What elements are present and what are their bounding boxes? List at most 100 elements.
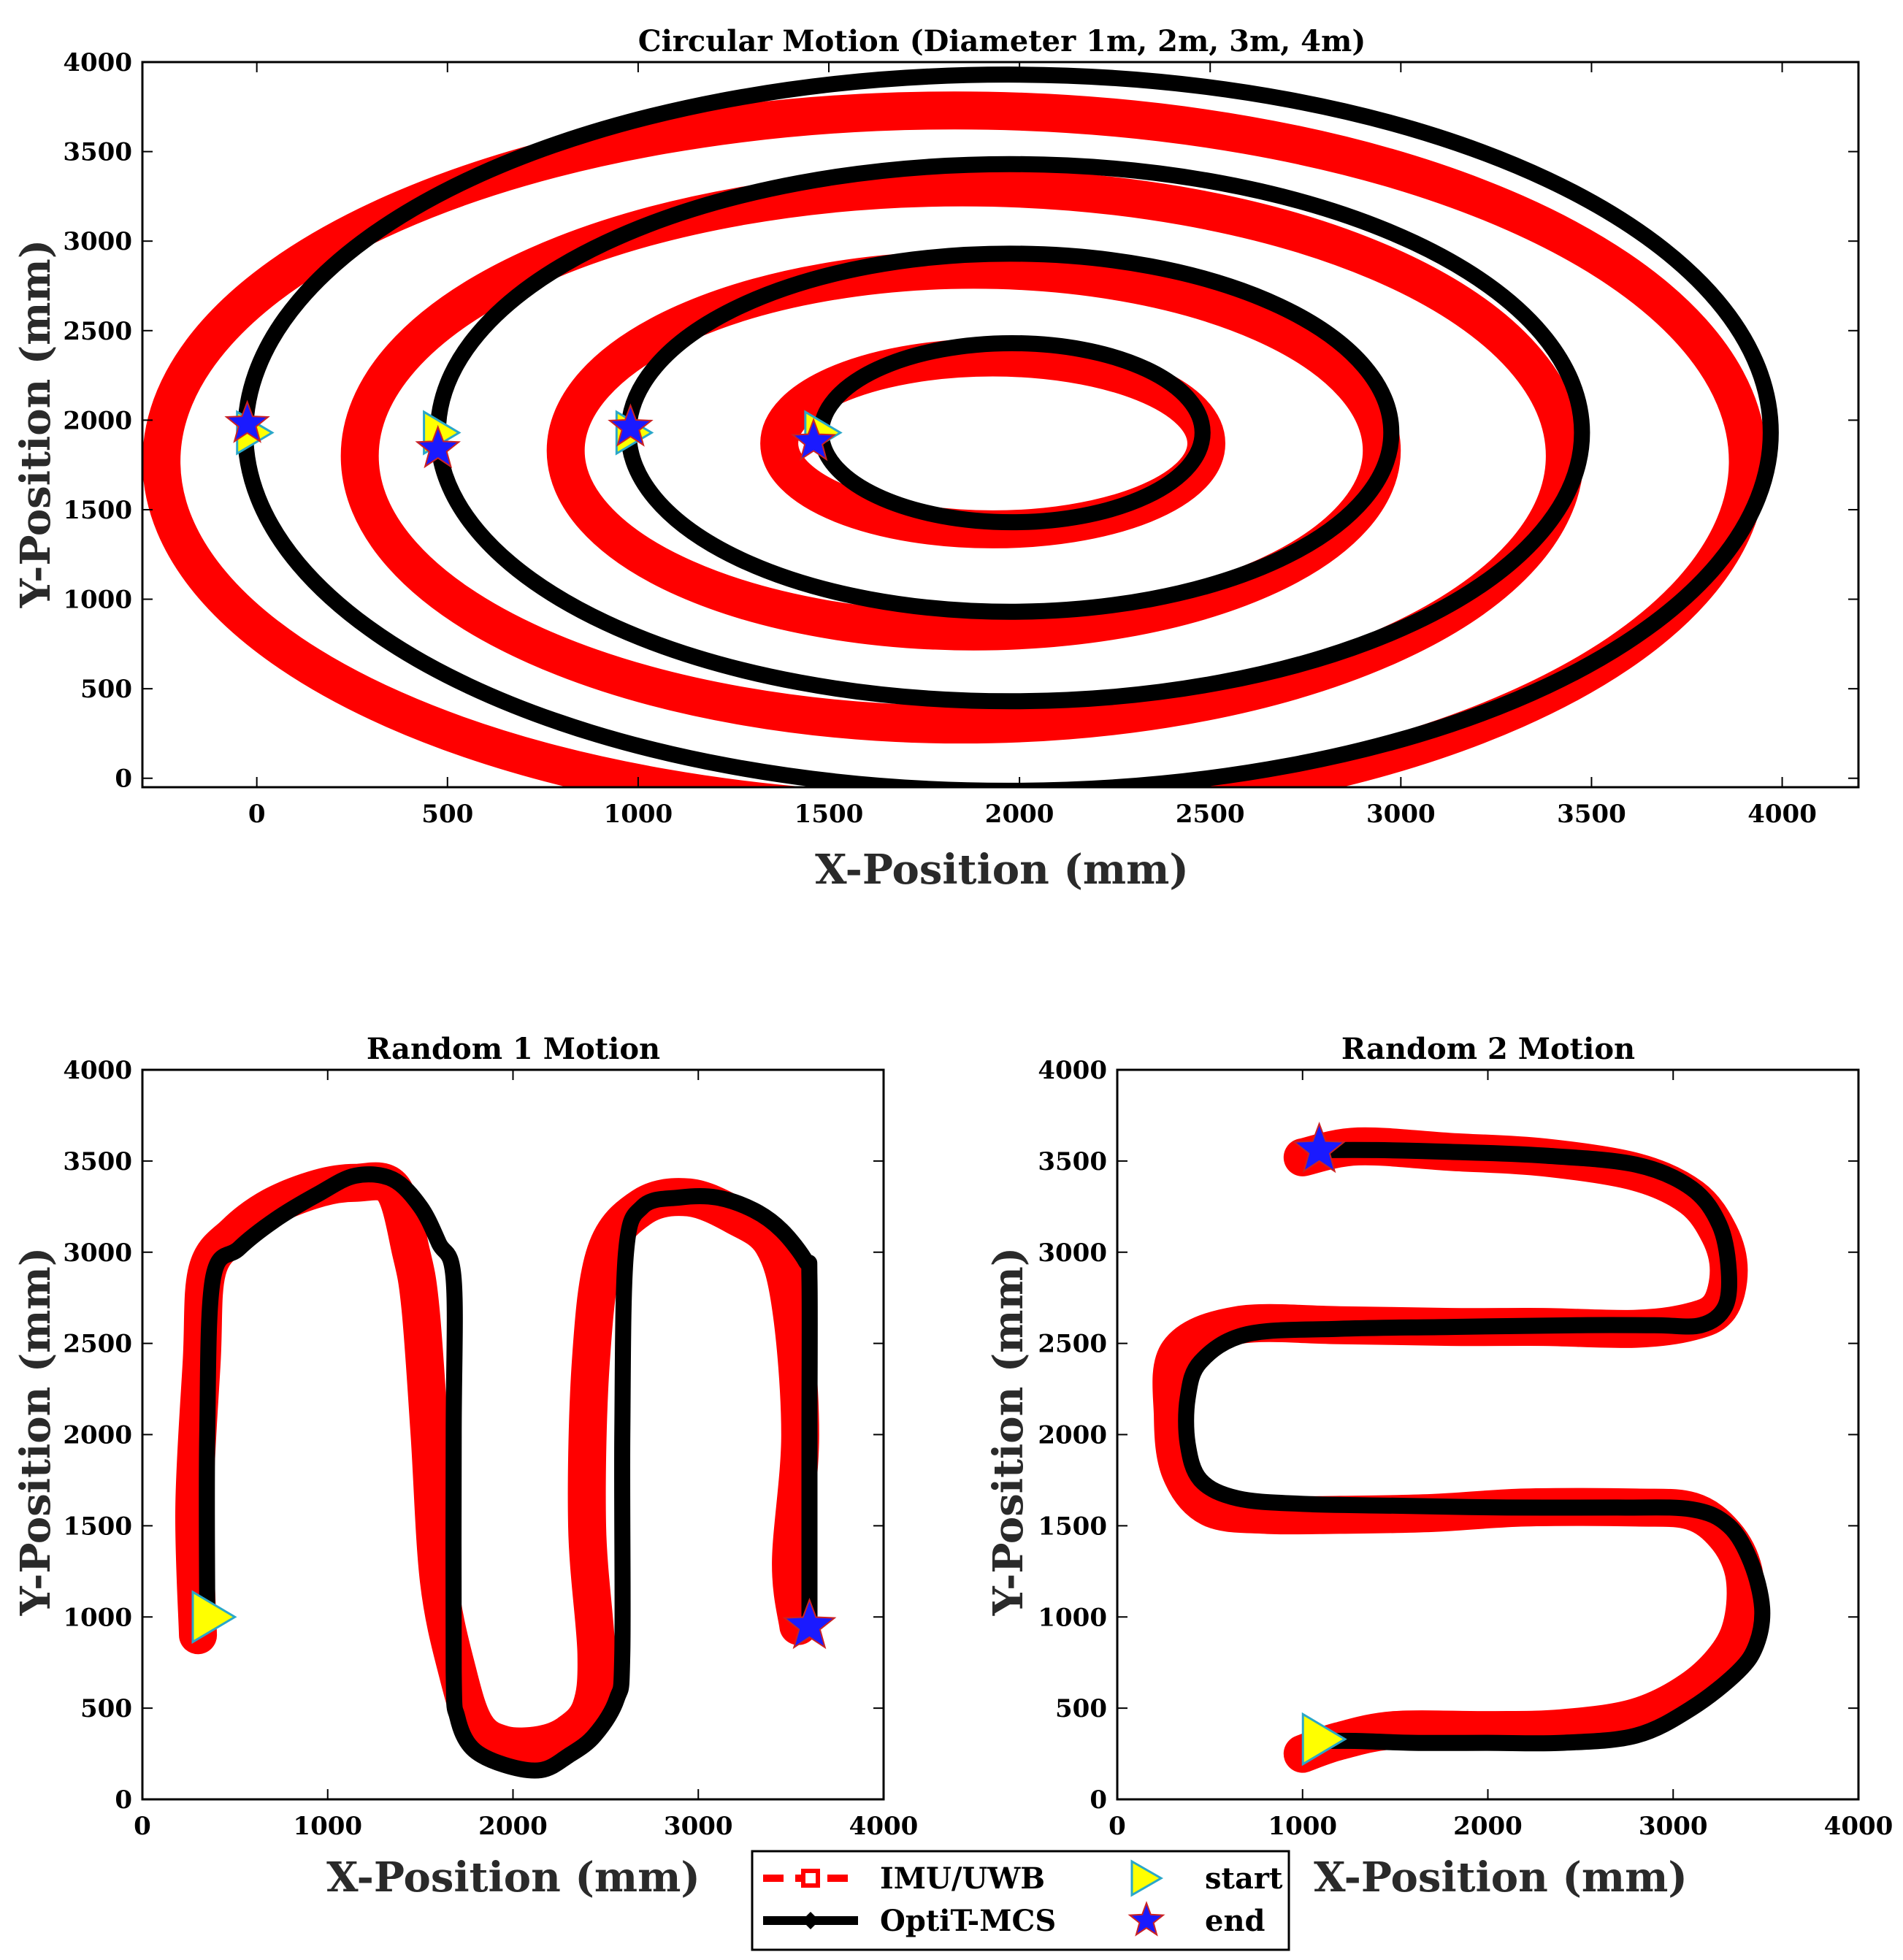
y-tick-label: 1000: [63, 1603, 132, 1632]
x-tick-label: 1000: [604, 800, 673, 829]
legend-optit-mcs-label: OptiT-MCS: [880, 1904, 1056, 1938]
legend-entry-imu-uwb: IMU/UWB: [763, 1861, 1045, 1896]
y-tick-label: 1500: [63, 1512, 132, 1541]
x-tick-label: 3000: [664, 1812, 733, 1841]
x-tick-label: 2000: [985, 800, 1054, 829]
y-tick-label: 3000: [1038, 1239, 1107, 1268]
end-marker: [790, 417, 837, 462]
y-tick-label: 1500: [1038, 1512, 1107, 1541]
y-tick-label: 3500: [63, 138, 132, 167]
y-tick-label: 3500: [63, 1147, 132, 1176]
y-tick-label: 4000: [1038, 1056, 1107, 1085]
y-tick-label: 2000: [63, 406, 132, 435]
legend-optit-mcs-marker: [802, 1912, 819, 1929]
y-tick-label: 3000: [63, 227, 132, 256]
y-tick-label: 1000: [63, 586, 132, 615]
y-tick-label: 2500: [1038, 1330, 1107, 1359]
y-tick-label: 3000: [63, 1239, 132, 1268]
x-tick-label: 2000: [478, 1812, 548, 1841]
x-tick-label: 4000: [1824, 1812, 1894, 1841]
optit-mcs-trajectory: [1178, 1141, 1771, 1752]
y-tick-label: 1500: [63, 496, 132, 525]
y-tick-label: 3500: [1038, 1147, 1107, 1176]
legend-entry-optit-mcs: OptiT-MCS: [763, 1904, 1056, 1938]
circular-plot-area: [141, 61, 1860, 789]
x-tick-label: 0: [134, 1812, 151, 1841]
end-marker: [224, 399, 270, 443]
legend-box: [751, 1850, 1290, 1951]
y-tick-label: 500: [1055, 1694, 1107, 1723]
legend-end-label: end: [1205, 1904, 1266, 1938]
x-tick-label: 1500: [794, 800, 864, 829]
random2-y-axis-label: Y-Position (mm): [984, 1247, 1033, 1617]
random2-plot-area: [1116, 1068, 1860, 1801]
random1-chart-title: Random 1 Motion: [367, 1032, 660, 1066]
legend: IMU/UWB OptiT-MCS start end: [751, 1850, 1290, 1951]
legend-start-marker: [1130, 1859, 1164, 1897]
plot-series-group: [175, 1162, 837, 1779]
y-tick-label: 2000: [63, 1421, 132, 1450]
random1-y-axis-label: Y-Position (mm): [12, 1247, 60, 1617]
x-tick-label: 3000: [1639, 1812, 1708, 1841]
legend-entry-end: end: [1127, 1901, 1266, 1938]
x-tick-label: 2500: [1176, 800, 1245, 829]
y-tick-label: 500: [80, 675, 132, 704]
x-tick-label: 0: [248, 800, 266, 829]
random2-x-axis-label: X-Position (mm): [1314, 1853, 1688, 1902]
random1-y-tick-labels: 0 500 1000 1500 2000 2500 3000 3500 4000: [63, 1056, 132, 1815]
circular-x-tick-labels: 0 500 1000 1500 2000 2500 3000 3500 4000: [248, 800, 1817, 829]
circular-motion-panel: Circular Motion (Diameter 1m, 2m, 3m, 4m…: [12, 24, 1860, 894]
random1-motion-panel: Random 1 Motion 0 1000 2000 3000 4000 0 500 10…: [12, 1032, 918, 1902]
y-tick-label: 0: [115, 765, 132, 794]
start-marker: [191, 1590, 237, 1645]
random2-y-tick-labels: 0 500 1000 1500 2000 2500 3000 3500 4000: [1038, 1056, 1107, 1815]
y-tick-label: 4000: [63, 1056, 132, 1085]
random1-plot-area: [141, 1068, 885, 1801]
legend-end-marker: [1127, 1901, 1165, 1937]
end-marker: [1292, 1122, 1347, 1174]
axes-box: [141, 61, 1860, 789]
y-tick-label: 500: [80, 1694, 132, 1723]
y-tick-label: 0: [1090, 1785, 1107, 1815]
random2-x-tick-labels: 0 1000 2000 3000 4000: [1109, 1812, 1893, 1841]
y-tick-label: 0: [115, 1785, 132, 1815]
legend-start-label: start: [1205, 1861, 1283, 1896]
circular-x-axis-label: X-Position (mm): [815, 846, 1189, 894]
legend-entry-start: start: [1130, 1859, 1283, 1897]
y-tick-label: 2500: [63, 317, 132, 346]
x-tick-label: 4000: [1747, 800, 1817, 829]
random1-x-axis-label: X-Position (mm): [326, 1853, 700, 1902]
legend-imu-uwb-marker: [801, 1869, 820, 1888]
circular-chart-title: Circular Motion (Diameter 1m, 2m, 3m, 4m…: [638, 24, 1366, 58]
y-tick-label: 2500: [63, 1330, 132, 1359]
start-marker: [1301, 1712, 1347, 1766]
end-marker: [608, 403, 654, 447]
x-tick-label: 0: [1109, 1812, 1126, 1841]
random2-motion-panel: Random 2 Motion 0 1000 2000 3000 4000 0 500 10…: [984, 1032, 1893, 1902]
plot-series-group: [142, 66, 1779, 787]
x-tick-label: 4000: [849, 1812, 919, 1841]
circular-y-axis-label: Y-Position (mm): [12, 240, 60, 609]
imu-uwb-trajectory: [175, 1162, 819, 1766]
imu-uwb-trajectory-3: [340, 168, 1584, 744]
circular-y-tick-labels: 0 500 1000 1500 2000 2500 3000 3500 4000: [63, 48, 132, 794]
x-tick-label: 3000: [1366, 800, 1436, 829]
x-tick-label: 1000: [1268, 1812, 1337, 1841]
end-marker: [782, 1597, 837, 1650]
imu-uwb-trajectory-4: [142, 91, 1767, 787]
optit-mcs-trajectory: [199, 1166, 818, 1779]
end-marker: [415, 424, 462, 469]
x-tick-label: 3500: [1557, 800, 1626, 829]
plot-series-group: [1152, 1122, 1771, 1773]
x-tick-label: 2000: [1453, 1812, 1523, 1841]
legend-imu-uwb-label: IMU/UWB: [880, 1861, 1045, 1896]
y-tick-label: 4000: [63, 48, 132, 77]
y-tick-label: 2000: [1038, 1421, 1107, 1450]
x-tick-label: 1000: [293, 1812, 362, 1841]
y-tick-label: 1000: [1038, 1603, 1107, 1632]
x-tick-label: 500: [421, 800, 473, 829]
random2-chart-title: Random 2 Motion: [1341, 1032, 1635, 1066]
random1-x-tick-labels: 0 1000 2000 3000 4000: [134, 1812, 918, 1841]
